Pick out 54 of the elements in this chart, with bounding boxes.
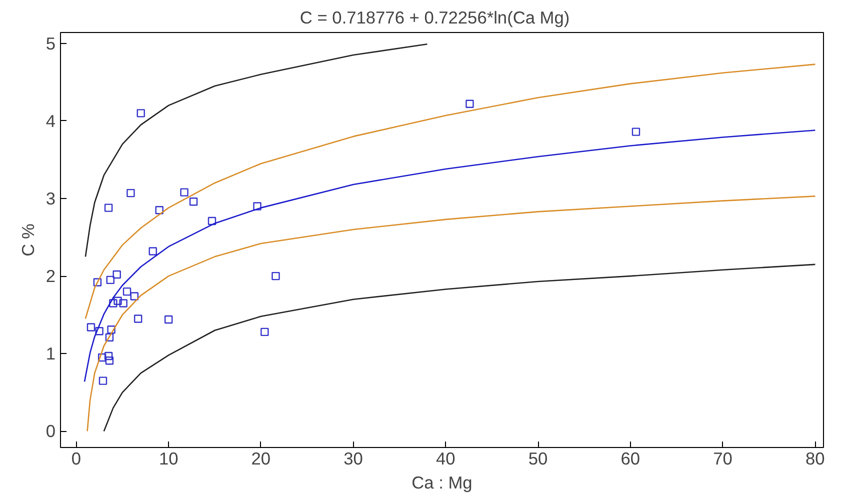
point xyxy=(180,188,188,196)
point xyxy=(98,376,108,385)
y-tick-label: 1 xyxy=(46,344,56,364)
line-series xyxy=(86,196,816,432)
point xyxy=(155,206,164,214)
point xyxy=(122,287,132,296)
point xyxy=(260,328,269,336)
point xyxy=(107,325,116,334)
y-axis-title: C % xyxy=(18,224,38,256)
point xyxy=(104,352,113,360)
x-axis-title: Ca : Mg xyxy=(412,472,472,492)
point xyxy=(109,299,118,308)
point xyxy=(253,202,262,210)
point xyxy=(98,353,106,362)
line-series xyxy=(103,264,816,432)
point xyxy=(105,356,114,365)
point xyxy=(148,247,157,256)
point xyxy=(134,314,142,323)
y-tick-label: 3 xyxy=(46,188,56,208)
line-series xyxy=(84,130,816,382)
point xyxy=(136,109,145,118)
x-tick-label: 80 xyxy=(806,448,825,468)
point xyxy=(466,100,474,108)
y-tick-label: 4 xyxy=(46,110,56,131)
point xyxy=(93,278,102,286)
chart-title: C = 0.718776 + 0.72256*ln(Ca Mg) xyxy=(300,8,570,28)
y-tick-label: 2 xyxy=(46,266,56,286)
point xyxy=(208,216,216,226)
point xyxy=(130,292,138,300)
x-tick-label: 50 xyxy=(528,448,548,468)
point xyxy=(164,315,173,324)
point xyxy=(114,296,122,305)
x-tick-label: 0 xyxy=(71,448,82,468)
point xyxy=(126,188,135,198)
y-tick-label: 5 xyxy=(46,33,56,54)
point xyxy=(106,276,114,284)
x-tick-label: 30 xyxy=(344,448,363,468)
x-tick-label: 40 xyxy=(436,448,456,468)
point xyxy=(112,270,121,279)
x-tick-label: 60 xyxy=(620,448,640,468)
point xyxy=(632,128,640,136)
point xyxy=(95,327,104,336)
point xyxy=(105,333,114,342)
x-tick-label: 10 xyxy=(158,448,178,468)
point xyxy=(86,323,96,332)
point xyxy=(189,198,198,206)
line-series xyxy=(84,64,816,320)
line-series xyxy=(84,43,428,258)
point xyxy=(272,272,280,280)
x-tick-label: 20 xyxy=(251,448,271,468)
point xyxy=(104,204,113,212)
x-tick-label: 70 xyxy=(713,448,732,468)
point xyxy=(119,299,128,308)
y-tick-label: 0 xyxy=(46,421,56,442)
